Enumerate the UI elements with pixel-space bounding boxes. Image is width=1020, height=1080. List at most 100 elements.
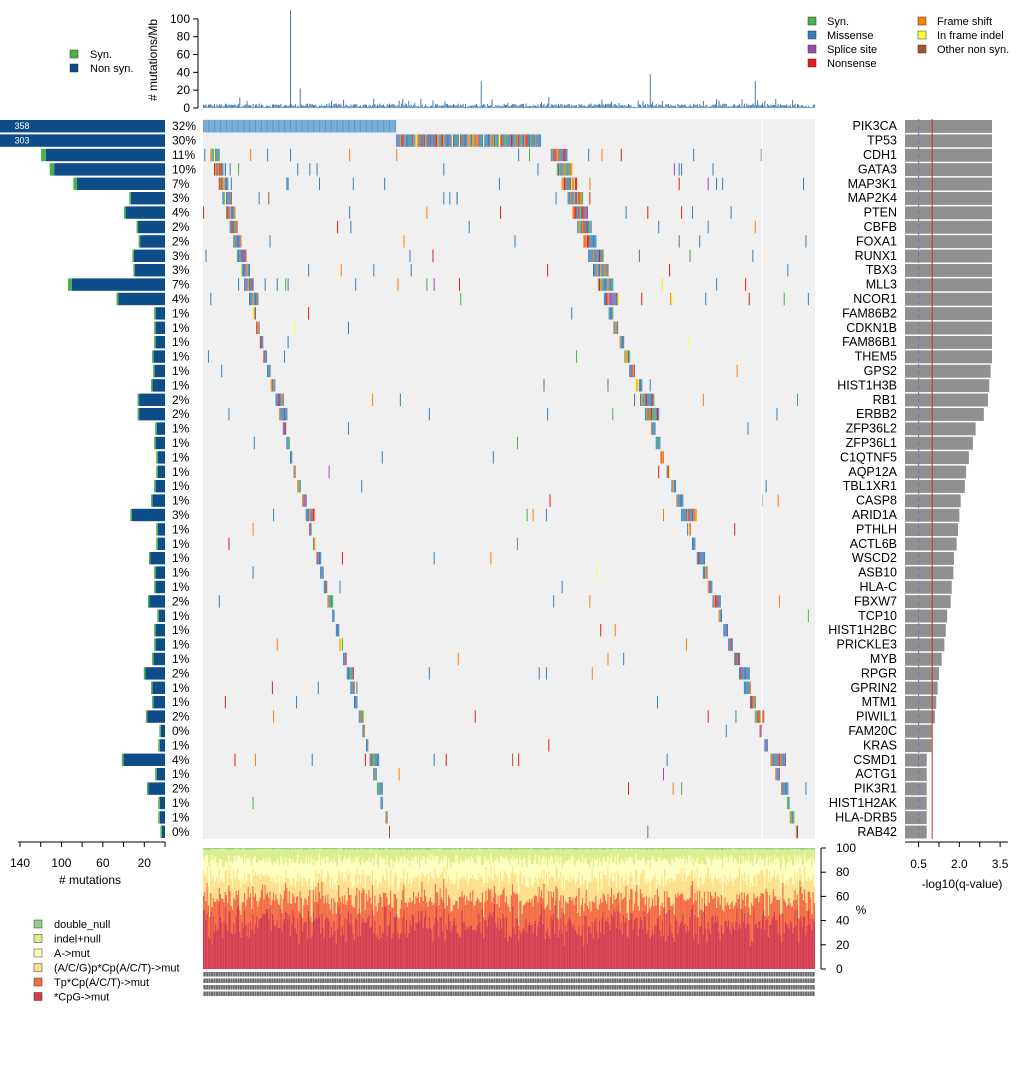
sample-label-band xyxy=(203,972,815,977)
left-count-bar-syn xyxy=(160,825,162,838)
percent-label: 1% xyxy=(172,738,190,752)
percent-label: 1% xyxy=(172,609,190,623)
left-count-bar-syn xyxy=(133,264,135,277)
qvalue-bar xyxy=(905,206,992,220)
gene-label: RB1 xyxy=(873,393,897,407)
left-count-bar xyxy=(156,768,165,781)
percent-label: 3% xyxy=(172,508,190,522)
spectrum-legend-label: A->mut xyxy=(54,948,90,960)
qvalue-bar xyxy=(905,148,992,162)
gene-label: HLA-C xyxy=(859,580,897,594)
percent-label: 7% xyxy=(172,177,190,191)
left-count-bar xyxy=(145,667,165,680)
qvalue-bar xyxy=(905,379,990,393)
gene-label: RPGR xyxy=(861,666,897,680)
top-axis-tick-label: 20 xyxy=(177,83,191,97)
left-count-bar-syn xyxy=(137,393,140,406)
sample-label-strip xyxy=(203,972,815,998)
qvalue-bar xyxy=(905,609,948,623)
gene-label: FBXW7 xyxy=(854,594,897,608)
top-legend-swatch xyxy=(69,49,79,59)
qvalue-axis-tick-label: 3.5 xyxy=(992,857,1009,871)
left-count-bar xyxy=(130,192,165,205)
left-count-bar xyxy=(154,364,165,378)
spectrum-legend-label: *CpG->mut xyxy=(54,992,109,1004)
left-count-bar-syn xyxy=(68,278,72,291)
percent-label: 1% xyxy=(172,623,190,637)
mutation-matrix-ticks xyxy=(203,119,809,839)
left-axis-tick-label: 140 xyxy=(10,856,30,870)
qvalue-bar xyxy=(905,681,938,695)
gene-label: GPS2 xyxy=(864,364,897,378)
gene-label: TBL1XR1 xyxy=(843,479,897,493)
gene-label: TP53 xyxy=(867,134,897,148)
left-count-bar xyxy=(0,134,165,147)
left-count-bar xyxy=(139,393,165,406)
left-count-bar xyxy=(152,494,165,507)
left-count-bar-syn xyxy=(151,681,153,694)
left-count-bar-syn xyxy=(154,480,156,493)
percent-label: 10% xyxy=(172,162,196,176)
gene-label: CBFB xyxy=(864,220,897,234)
percent-label: 1% xyxy=(172,566,190,580)
left-count-bar xyxy=(147,710,165,723)
left-count-bar xyxy=(148,782,165,795)
qvalue-bar xyxy=(905,710,935,724)
percent-label: 2% xyxy=(172,594,190,608)
left-count-bar xyxy=(155,336,165,349)
percent-label: 1% xyxy=(172,479,190,493)
qvalue-bar xyxy=(905,782,927,796)
left-axis-label: # mutations xyxy=(59,873,121,887)
percent-label: 2% xyxy=(172,393,190,407)
top-axis-tick-label: 40 xyxy=(177,65,191,79)
gene-label: CASP8 xyxy=(856,494,897,508)
qvalue-bar xyxy=(905,667,939,681)
gene-label: KRAS xyxy=(863,738,897,752)
mutation-legend-swatch xyxy=(807,44,817,54)
qvalue-bar xyxy=(905,278,992,292)
percent-label: 1% xyxy=(172,638,190,652)
left-count-bar-syn xyxy=(156,537,158,550)
gene-label: FOXA1 xyxy=(856,234,897,248)
left-count-bar xyxy=(131,508,165,522)
top-legend-swatch xyxy=(69,63,79,73)
qvalue-axis-tick-label: 2.0 xyxy=(951,857,968,871)
left-count-bar xyxy=(159,796,165,810)
left-count-bar-syn xyxy=(154,321,156,334)
percent-label: 1% xyxy=(172,450,190,464)
percent-label: 2% xyxy=(172,666,190,680)
qvalue-bar xyxy=(905,307,992,321)
gene-label: CDKN1B xyxy=(846,321,897,335)
spectrum-axis-tick-label: 80 xyxy=(836,865,850,879)
percent-label: 1% xyxy=(172,810,190,824)
spectrum-legend-label: double_null xyxy=(54,919,110,931)
sample-label-band xyxy=(203,978,815,983)
percent-label: 1% xyxy=(172,378,190,392)
left-count-bar-syn xyxy=(41,148,46,162)
top-ylabel: # mutations/Mb xyxy=(146,19,160,101)
gene-label: MTM1 xyxy=(862,695,897,709)
gene-label: HIST1H3B xyxy=(837,378,897,392)
top-axis-tick-label: 0 xyxy=(183,101,190,115)
qvalue-bar xyxy=(905,523,959,537)
mutation-legend-label: Other non syn. xyxy=(937,44,1009,56)
left-count-bar xyxy=(139,408,165,421)
qvalue-bar xyxy=(905,120,992,133)
qvalue-bar xyxy=(905,580,952,594)
percent-label: 1% xyxy=(172,436,190,450)
gene-label: ARID1A xyxy=(852,508,898,522)
mutation-legend-swatch xyxy=(807,16,817,26)
left-count-bar-syn xyxy=(136,220,139,234)
spectrum-legend-label: Tp*Cp(A/C/T)->mut xyxy=(54,977,149,989)
left-count-bar xyxy=(155,321,165,334)
gene-label: MAP3K1 xyxy=(848,177,897,191)
qvalue-bar xyxy=(905,768,927,781)
left-count-bar-syn xyxy=(152,350,154,363)
left-count-bar xyxy=(118,292,165,306)
left-count-bar xyxy=(125,206,165,219)
percent-label: 1% xyxy=(172,306,190,320)
spectrum-axis-tick-label: 20 xyxy=(836,938,850,952)
left-count-bar xyxy=(0,120,165,133)
percent-label: 1% xyxy=(172,767,190,781)
